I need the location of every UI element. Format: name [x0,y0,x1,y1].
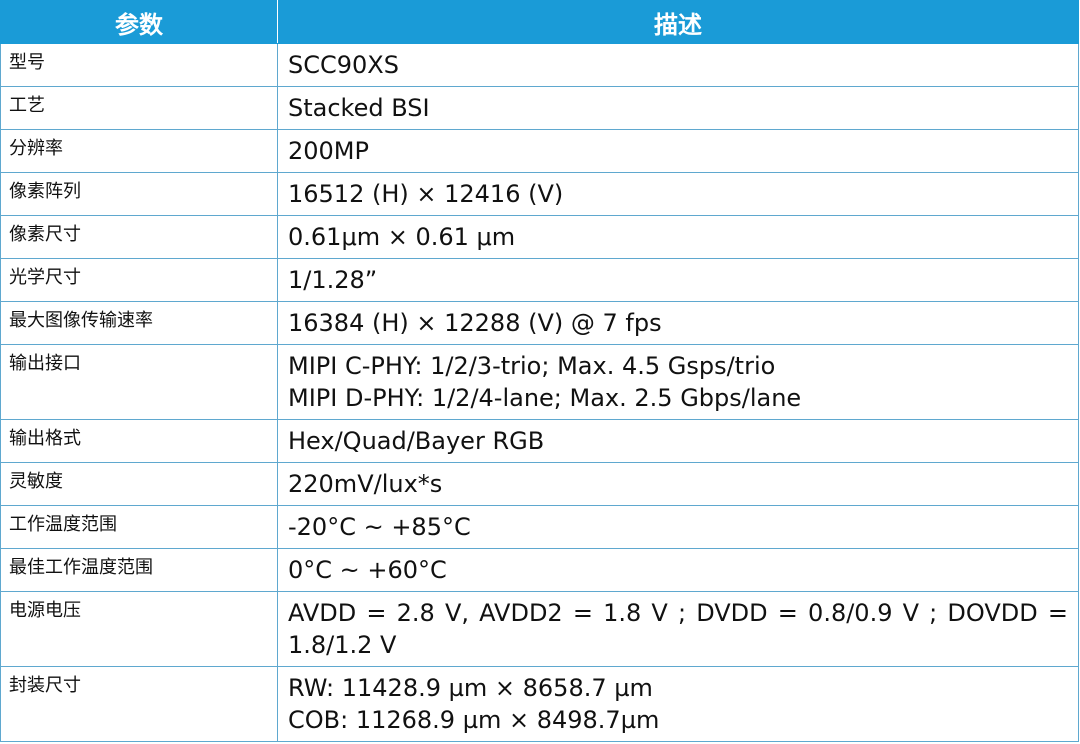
param-cell: 分辨率 [0,129,278,173]
param-cell: 输出格式 [0,419,278,463]
table-row: 灵敏度 220mV/lux*s [0,462,1079,506]
table-row: 像素阵列 16512 (H) × 12416 (V) [0,172,1079,216]
desc-line: MIPI D-PHY: 1/2/4-lane; Max. 2.5 Gbps/la… [288,384,802,412]
table-row: 型号 SCC90XS [0,43,1079,87]
table-row: 输出接口 MIPI C-PHY: 1/2/3-trio; Max. 4.5 Gsp… [0,344,1079,420]
desc-cell: -20°C ~ +85°C [277,505,1079,549]
param-cell: 输出接口 [0,344,278,420]
table-row: 工作温度范围 -20°C ~ +85°C [0,505,1079,549]
param-cell: 工作温度范围 [0,505,278,549]
param-cell: 光学尺寸 [0,258,278,302]
desc-line: MIPI C-PHY: 1/2/3-trio; Max. 4.5 Gsps/tr… [288,352,776,380]
param-cell: 灵敏度 [0,462,278,506]
desc-cell: 16384 (H) × 12288 (V) @ 7 fps [277,301,1079,345]
table-row: 最佳工作温度范围 0°C ~ +60°C [0,548,1079,592]
table-row: 输出格式 Hex/Quad/Bayer RGB [0,419,1079,463]
header-cell: 描述 [277,0,1079,44]
param-cell: 像素阵列 [0,172,278,216]
table-row: 像素尺寸 0.61μm × 0.61 μm [0,215,1079,259]
param-cell: 工艺 [0,86,278,130]
desc-cell: 0°C ~ +60°C [277,548,1079,592]
table-row: 电源电压 AVDD = 2.8 V, AVDD2 = 1.8 V ; DVDD =… [0,591,1079,667]
table-row: 光学尺寸 1/1.28” [0,258,1079,302]
header-cell: 参数 [0,0,278,44]
param-cell: 封装尺寸 [0,666,278,742]
table-row: 分辨率 200MP [0,129,1079,173]
desc-cell: Stacked BSI [277,86,1079,130]
table-body: 型号 SCC90XS 工艺 Stacked BSI 分辨率 200MP 像素阵列 16512 … [0,43,1079,742]
desc-cell: 0.61μm × 0.61 μm [277,215,1079,259]
desc-cell: SCC90XS [277,43,1079,87]
desc-cell: 1/1.28” [277,258,1079,302]
param-cell: 型号 [0,43,278,87]
header-row: 参数 描述 [0,0,1079,44]
desc-cell: RW: 11428.9 µm × 8658.7 µm COB: 11268.9 µ… [277,666,1079,742]
param-cell: 像素尺寸 [0,215,278,259]
desc-line: COB: 11268.9 µm × 8498.7µm [288,706,660,734]
desc-cell: 220mV/lux*s [277,462,1079,506]
table-row: 封装尺寸 RW: 11428.9 µm × 8658.7 µm COB: 11268… [0,666,1079,742]
desc-cell: AVDD = 2.8 V, AVDD2 = 1.8 V ; DVDD = 0.8… [277,591,1079,667]
desc-cell: 16512 (H) × 12416 (V) [277,172,1079,216]
desc-line: RW: 11428.9 µm × 8658.7 µm [288,674,653,702]
param-cell: 最佳工作温度范围 [0,548,278,592]
param-cell: 电源电压 [0,591,278,667]
table-row: 工艺 Stacked BSI [0,86,1079,130]
desc-cell: MIPI C-PHY: 1/2/3-trio; Max. 4.5 Gsps/tr… [277,344,1079,420]
desc-cell: Hex/Quad/Bayer RGB [277,419,1079,463]
table-row: 最大图像传输速率 16384 (H) × 12288 (V) @ 7 fps [0,301,1079,345]
desc-cell: 200MP [277,129,1079,173]
param-cell: 最大图像传输速率 [0,301,278,345]
